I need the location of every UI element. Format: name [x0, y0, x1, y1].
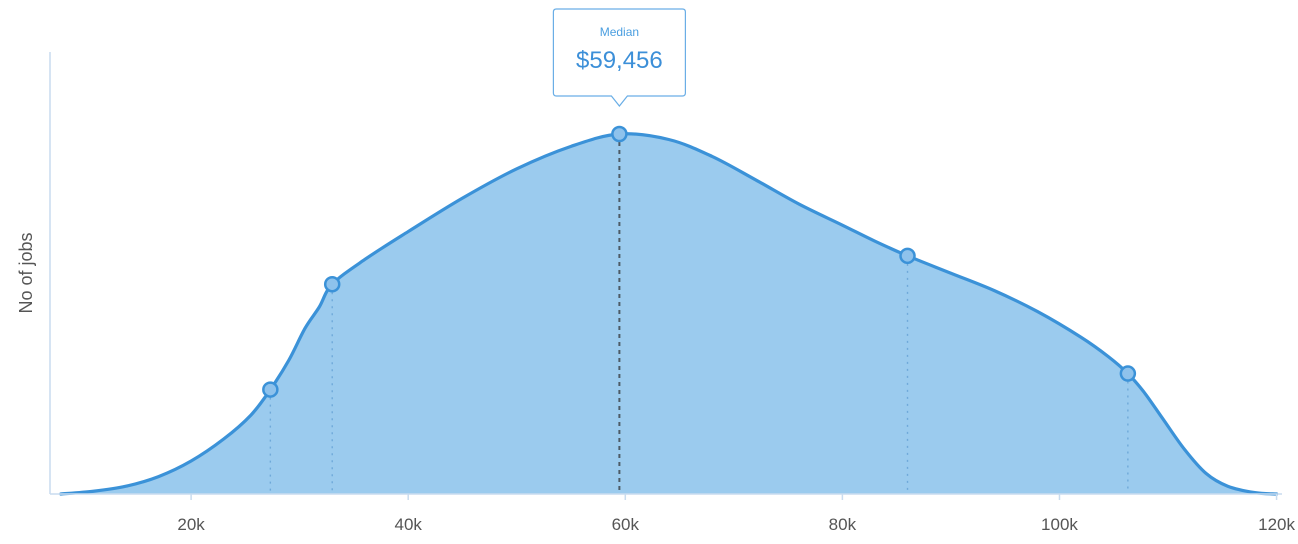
median-callout-value: $59,456 — [576, 47, 663, 74]
data-point-marker — [901, 249, 915, 263]
y-axis-label: No of jobs — [16, 232, 36, 313]
x-tick-label: 100k — [1041, 515, 1078, 534]
median-callout: Median $59,456 — [553, 9, 685, 106]
x-axis-ticks: 20k 40k 60k 80k 100k 120k — [177, 494, 1295, 534]
area-layer — [61, 134, 1277, 494]
x-tick-label: 120k — [1258, 515, 1295, 534]
data-point-marker — [612, 127, 626, 141]
x-tick-label: 20k — [177, 515, 205, 534]
data-point-marker — [1121, 367, 1135, 381]
x-tick-label: 60k — [612, 515, 640, 534]
data-point-marker — [263, 383, 277, 397]
x-tick-label: 40k — [394, 515, 422, 534]
x-tick-label: 80k — [829, 515, 857, 534]
median-callout-title: Median — [600, 25, 639, 39]
data-point-marker — [325, 277, 339, 291]
series-area-fill — [61, 134, 1277, 494]
